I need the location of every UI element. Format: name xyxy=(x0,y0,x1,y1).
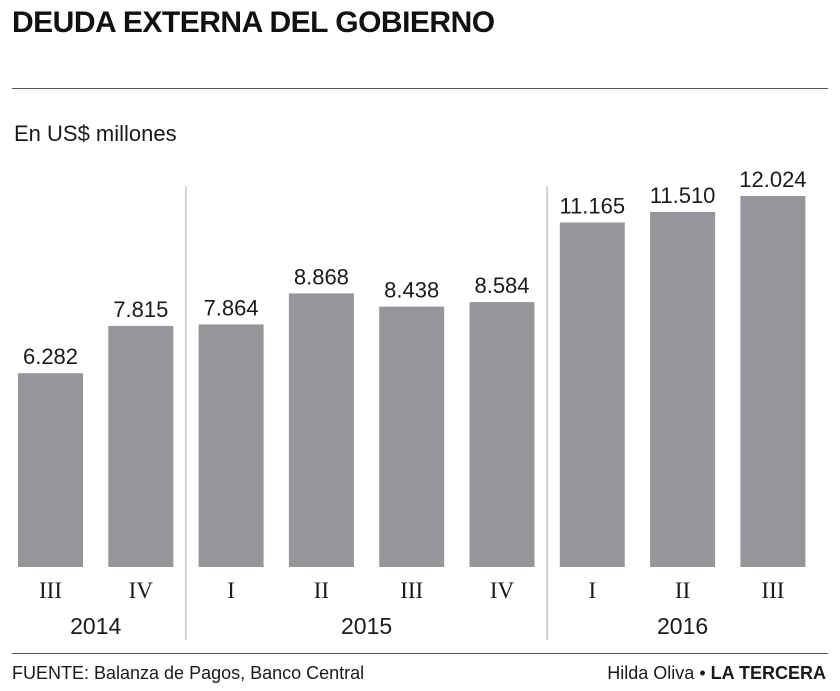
bar xyxy=(108,325,174,567)
bar-value-label: 11.510 xyxy=(650,183,716,208)
y-axis-label: En US$ millones xyxy=(14,121,177,146)
bar-value-label: 8.438 xyxy=(384,278,439,303)
x-tick-label: I xyxy=(227,578,235,603)
bar-value-label: 8.868 xyxy=(294,264,349,289)
author-name: Hilda Oliva xyxy=(607,663,695,683)
x-tick-label: III xyxy=(39,578,62,603)
bar xyxy=(198,324,264,567)
chart-title: DEUDA EXTERNA DEL GOBIERNO xyxy=(12,6,495,39)
bar xyxy=(288,293,354,567)
year-label: 2015 xyxy=(341,613,392,639)
credit: Hilda Oliva • LA TERCERA xyxy=(607,663,826,684)
bar xyxy=(379,306,445,567)
x-tick-label: II xyxy=(314,578,329,603)
x-tick-label: III xyxy=(400,578,423,603)
year-label: 2014 xyxy=(70,613,121,639)
bar-value-label: 8.584 xyxy=(474,273,529,298)
bar-value-label: 7.815 xyxy=(113,297,168,322)
bar xyxy=(469,302,535,567)
title-rule xyxy=(12,88,828,89)
bar xyxy=(559,222,625,567)
x-tick-label: III xyxy=(761,578,784,603)
bar-value-label: 11.165 xyxy=(559,194,625,219)
bar-value-label: 12.024 xyxy=(739,167,806,192)
bar-value-label: 6.282 xyxy=(23,344,78,369)
x-tick-label: IV xyxy=(490,578,515,603)
x-tick-label: II xyxy=(675,578,690,603)
bar-value-label: 7.864 xyxy=(204,295,259,320)
credit-separator: • xyxy=(699,663,706,683)
year-label: 2016 xyxy=(657,613,708,639)
source-note: FUENTE: Balanza de Pagos, Banco Central xyxy=(12,663,365,683)
x-tick-label: I xyxy=(588,578,596,603)
bar xyxy=(18,373,83,567)
bar xyxy=(650,211,716,567)
x-tick-label: IV xyxy=(129,578,154,603)
footer-rule xyxy=(12,653,828,654)
brand-name: LA TERCERA xyxy=(710,663,826,683)
bar xyxy=(740,196,806,567)
